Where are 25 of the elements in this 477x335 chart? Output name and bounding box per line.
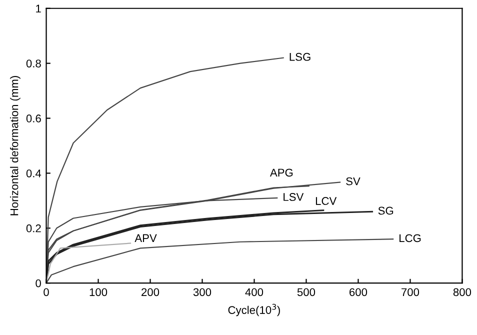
x-tick-label: 200 <box>142 288 160 296</box>
x-tick-label: 800 <box>453 288 472 296</box>
series-label: APG <box>270 168 293 177</box>
x-axis-title: Cycle(10$^{3}$) <box>228 304 280 316</box>
x-tick-label: 0 <box>44 288 49 296</box>
x-tick-label: 500 <box>297 288 316 296</box>
y-tick-label: 0.4 <box>26 169 42 178</box>
y-tick-label: 0.2 <box>26 224 41 232</box>
series-label: SG <box>378 206 394 215</box>
x-tick-label: 400 <box>245 288 264 296</box>
series-label: LSG <box>290 52 310 61</box>
y-tick-label: 0.8 <box>26 60 41 68</box>
series-label: LSV <box>284 193 304 201</box>
x-tick-label: 700 <box>402 288 420 296</box>
x-tick-label: 600 <box>350 288 368 296</box>
y-tick-label: 0 <box>36 279 41 288</box>
series-label: LCG <box>400 234 421 242</box>
x-tick-label: 100 <box>90 288 108 296</box>
x-tick-label: 300 <box>193 288 212 296</box>
series-label: SV <box>346 177 360 186</box>
y-axis-title: Horizontal deformation (mm) <box>10 76 20 216</box>
series-label: APV <box>134 234 157 242</box>
y-tick-label: 0.6 <box>26 114 41 122</box>
y-tick-label: 1 <box>36 4 41 12</box>
series-label: LCV <box>316 197 337 205</box>
